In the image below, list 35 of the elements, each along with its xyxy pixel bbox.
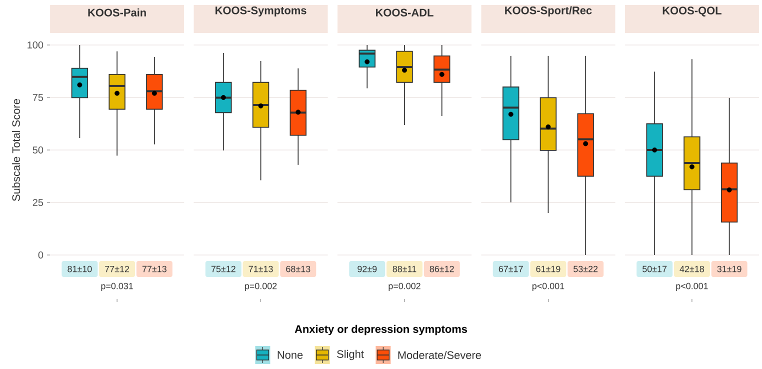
legend-label: Moderate/Severe — [398, 350, 481, 360]
text: 31±19 — [717, 266, 742, 272]
text: 67±17 — [498, 266, 523, 272]
x-tick-label: KOOS-QOL — [662, 6, 722, 16]
y-tick-label: 75 — [32, 94, 44, 101]
legend-title: Anxiety or depression symptoms — [294, 324, 468, 336]
text: 42±18 — [680, 266, 704, 272]
text: 77±12 — [105, 266, 130, 272]
legend-label: Slight — [337, 350, 364, 360]
y-tick-label: 50 — [32, 146, 44, 154]
x-tick-label: KOOS-ADL — [376, 8, 434, 16]
text: 75±12 — [211, 266, 236, 272]
text: p=0.002 — [388, 282, 420, 291]
y-tick-label: 25 — [32, 198, 44, 206]
y-tick-label: 100 — [28, 41, 44, 49]
text: 86±12 — [430, 266, 454, 272]
text: 81±10 — [68, 266, 92, 272]
text: 71±13 — [248, 266, 273, 272]
text: 53±22 — [574, 266, 598, 272]
y-axis-title: Subscale Total Score — [12, 99, 20, 201]
text: 92±9 — [358, 266, 377, 272]
text: 77±13 — [142, 266, 166, 272]
text: p=0.031 — [101, 282, 133, 291]
text: p<0.001 — [676, 282, 708, 291]
text: p<0.001 — [532, 282, 564, 291]
x-tick-label: KOOS-Pain — [88, 8, 146, 16]
text: p=0.002 — [245, 282, 277, 291]
y-tick-label: 0 — [38, 251, 44, 259]
text: 88±11 — [392, 266, 416, 272]
text: 68±13 — [286, 266, 310, 272]
x-tick-label: KOOS-Symptoms — [216, 6, 306, 16]
text: 50±17 — [642, 266, 667, 272]
legend-label: None — [278, 351, 303, 359]
text: 61±19 — [536, 266, 560, 272]
x-tick-label: KOOS-Sport/Rec — [505, 6, 592, 16]
